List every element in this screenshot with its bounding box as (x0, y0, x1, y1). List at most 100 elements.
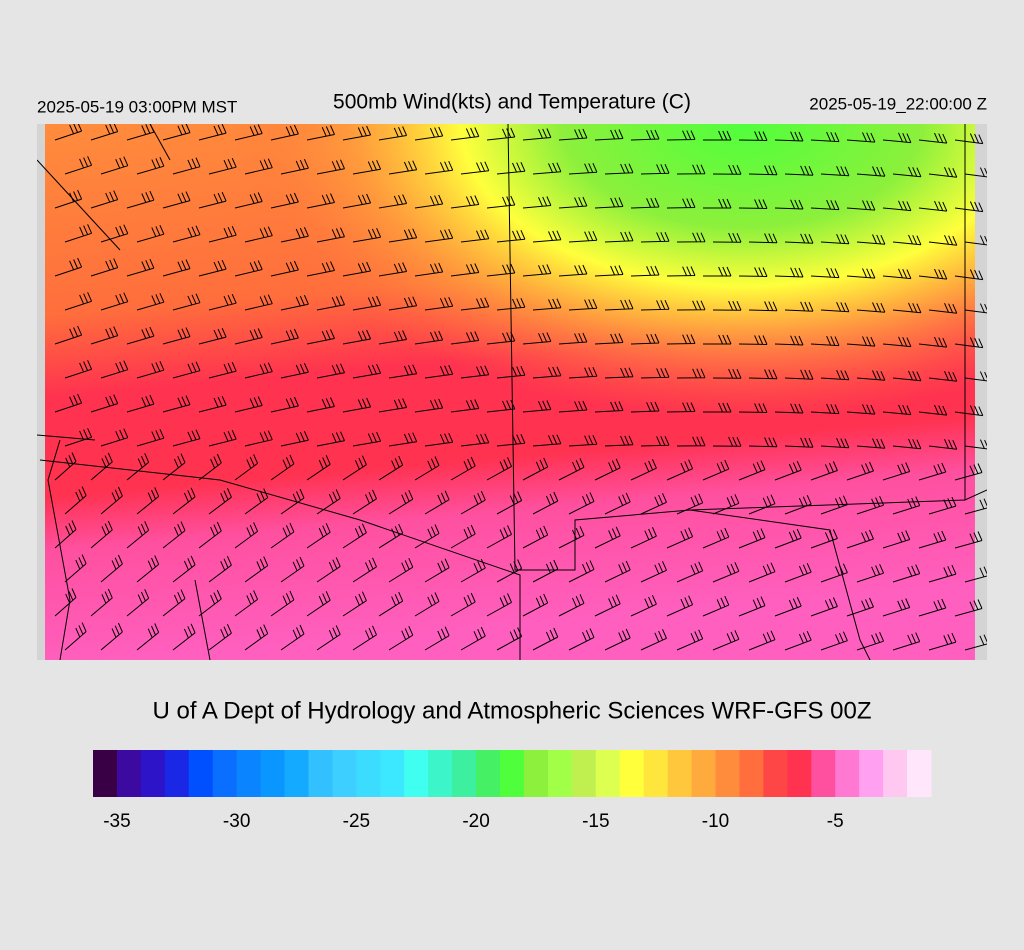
wind-barb (208, 361, 237, 379)
color-box (883, 750, 908, 797)
wind-barb (784, 165, 814, 176)
color-box (332, 750, 357, 797)
wind-barb (712, 436, 742, 447)
wind-barb (90, 452, 113, 481)
wind-barb (703, 198, 732, 209)
wind-barb (666, 334, 696, 345)
wind-barb (558, 128, 588, 141)
wind-barb (352, 159, 382, 175)
wind-barb (280, 362, 309, 379)
wind-barb (208, 225, 237, 243)
wind-barb (712, 300, 742, 311)
wind-barb (532, 366, 562, 379)
color-box (428, 750, 453, 797)
wind-barb (774, 335, 804, 346)
wind-barb (892, 370, 922, 382)
wind-barb (270, 192, 299, 209)
wind-barb (352, 227, 382, 243)
wind-barb (126, 521, 150, 549)
wind-barb (460, 365, 490, 379)
wind-barb (388, 160, 418, 175)
wind-barb (522, 593, 549, 617)
wind-barb (748, 562, 776, 583)
wind-barb (270, 454, 295, 481)
wind-barb (54, 257, 83, 277)
wind-barb (748, 165, 778, 176)
wind-barb (64, 554, 87, 583)
wind-barb (486, 399, 516, 413)
wind-barb (774, 403, 804, 414)
wind-barb (918, 132, 948, 144)
wind-barb (424, 296, 454, 311)
wind-barb (846, 268, 876, 279)
wind-barb (594, 333, 624, 345)
wind-barb (486, 195, 516, 209)
wind-barb (486, 525, 512, 549)
wind-barb (774, 199, 804, 210)
wind-barb (378, 330, 408, 345)
wind-barb (774, 528, 802, 549)
wind-barb (918, 598, 947, 617)
wind-barb (172, 157, 201, 175)
wind-barb (630, 526, 657, 549)
wind-barb (568, 230, 598, 243)
wind-barb (378, 523, 404, 549)
wind-barb (568, 628, 595, 651)
wind-barb (640, 493, 667, 515)
wind-barb (820, 165, 850, 177)
wind-barb (100, 156, 129, 175)
wind-barb (954, 405, 984, 417)
wind-barb (388, 296, 418, 311)
wind-barb (496, 559, 523, 583)
wind-barb (126, 589, 150, 617)
wind-barb (738, 131, 768, 141)
valid-time-utc: 2025-05-19_22:00:00 Z (809, 94, 987, 113)
wind-barb (244, 624, 269, 651)
wind-barb (594, 526, 621, 549)
wind-barb (856, 631, 885, 651)
wind-barb (882, 200, 912, 212)
wind-barb (568, 366, 598, 379)
color-box (164, 750, 190, 797)
wind-barb (892, 632, 921, 651)
wind-barb (486, 331, 516, 345)
wind-barb (126, 326, 155, 345)
wind-barb (244, 158, 273, 175)
wind-barb (270, 124, 299, 141)
wind-barb (378, 126, 408, 141)
cold-core (45, 124, 975, 660)
wind-barb (208, 487, 232, 515)
wind-barb (558, 264, 588, 277)
wind-barb (352, 489, 377, 515)
wind-barb (882, 530, 911, 549)
wind-barb (100, 428, 129, 447)
wind-barb (856, 302, 886, 313)
wind-barb (460, 161, 490, 175)
colorbar-tick-label: -5 (827, 811, 844, 832)
wind-barb (90, 124, 119, 141)
wind-barb (738, 403, 768, 413)
wind-barb (774, 460, 802, 481)
wind-barb (604, 367, 634, 379)
wind-barb (270, 328, 299, 345)
wind-barb (676, 629, 704, 651)
wind-barb (820, 233, 850, 245)
wind-barb (954, 463, 983, 481)
wind-barb (136, 623, 160, 651)
wind-barb (136, 487, 160, 515)
wind-barb (820, 369, 850, 381)
wind-barb (856, 438, 886, 449)
wind-barb (172, 487, 196, 515)
wind-barb (964, 235, 987, 246)
wind-barb (522, 196, 552, 209)
wind-barb (630, 458, 657, 481)
wind-barb (964, 371, 987, 382)
wind-barb (820, 301, 850, 313)
wind-barb (64, 486, 87, 515)
wind-barb (640, 163, 670, 175)
wind-barb (496, 491, 523, 515)
color-box (404, 750, 429, 797)
wind-barb (882, 462, 911, 481)
wind-barb (342, 397, 372, 413)
wind-barb (532, 162, 562, 175)
